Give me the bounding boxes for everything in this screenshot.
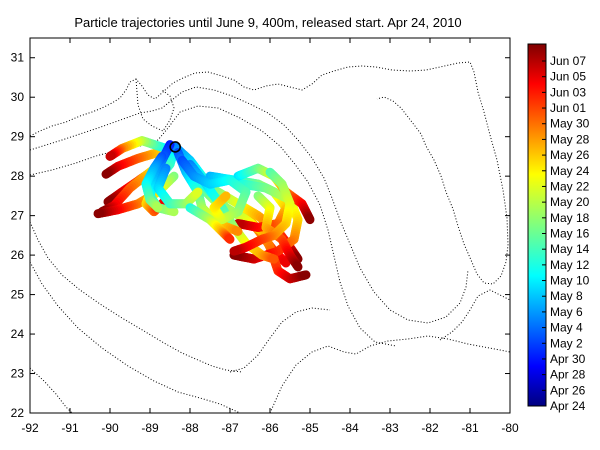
colorbar-tick-label: Apr 30 [550,352,586,366]
colorbar-tick-label: May 18 [550,211,590,225]
cuba-coast [269,335,510,413]
colorbar-tick-label: Apr 26 [550,383,586,397]
colorbar-tick-label: May 28 [550,132,590,146]
trajectory-segment [152,202,163,213]
trajectory-segment [292,261,303,272]
trajectory-segment [304,213,315,225]
longitude-axis: -92 -91 -90 -89 -88 -87 -86 -85 -84 -83 -82 -81 -80 [21,38,519,435]
colorbar-tick-label: May 26 [550,148,590,162]
colorbar-tick-label: Apr 28 [550,368,586,382]
colorbar-tick-label: May 10 [550,274,590,288]
particle-trajectories [93,136,315,284]
colorbar-tick-label: May 20 [550,195,590,209]
colorbar-tick-label: May 14 [550,242,590,256]
trajectory-segment [231,226,243,236]
map-plot-area: -92 -91 -90 -89 -88 -87 -86 -85 -84 -83 -82 -81 -80 … [11,37,519,435]
colorbar-tick-label: May 12 [550,258,590,272]
trajectory-segment [224,234,235,244]
x-tick-label: -85 [301,421,319,435]
bathymetry-contour-deep [229,307,331,373]
bathymetry-contour-yucatan [30,261,241,413]
trajectory-segment [280,257,291,268]
latitude-axis: 22 23 24 25 26 27 28 29 30 31 [11,51,510,420]
map-title: Particle trajectories until June 9, 400m… [74,15,461,30]
colorbar-tick-label: Jun 01 [550,101,586,115]
colorbar-tick-label: May 4 [550,321,583,335]
trajectory-segment [105,151,116,161]
x-tick-label: -90 [101,421,119,435]
yucatan-coast [30,367,73,413]
colorbar-tick-label: May 22 [550,179,590,193]
x-tick-label: -86 [261,421,279,435]
colorbar-tick-label: May 2 [550,336,583,350]
trajectory-segment [192,187,203,198]
release-point-marker [169,141,181,153]
colorbar-tick-label: May 8 [550,289,583,303]
colorbar-tick-label: May 16 [550,227,590,241]
colorbar-tick-label: Jun 05 [550,70,586,84]
x-tick-label: -82 [421,421,439,435]
colorbar-tick-label: May 30 [550,117,590,131]
colorbar-tick-label: Apr 24 [550,399,586,413]
x-tick-label: -88 [181,421,199,435]
y-tick-label: 27 [11,209,25,223]
y-tick-label: 26 [11,248,25,262]
trajectory-segment [101,168,112,179]
x-tick-label: -92 [21,421,39,435]
bathymetry-contour-florida [439,289,510,341]
colorbar-tick-label: May 24 [550,164,590,178]
x-tick-label: -80 [501,421,519,435]
trajectory-segment [220,191,231,202]
y-tick-label: 22 [11,406,25,420]
y-tick-label: 30 [11,90,25,104]
colorbar-gradient [527,43,547,407]
x-tick-label: -84 [341,421,359,435]
colorbar-tick-label: Jun 03 [550,85,586,99]
y-tick-label: 24 [11,327,25,341]
trajectory-segment [103,196,114,207]
x-tick-label: -89 [141,421,159,435]
y-tick-label: 23 [11,367,25,381]
x-tick-label: -87 [221,421,239,435]
x-tick-label: -81 [461,421,479,435]
y-tick-label: 31 [11,51,25,65]
colorbar-tick-label: May 6 [550,305,583,319]
x-tick-label: -91 [61,421,79,435]
x-tick-label: -83 [381,421,399,435]
y-tick-label: 25 [11,288,25,302]
colorbar-tick-label: Jun 07 [550,54,586,68]
y-tick-label: 29 [11,130,25,144]
y-tick-label: 28 [11,169,25,183]
